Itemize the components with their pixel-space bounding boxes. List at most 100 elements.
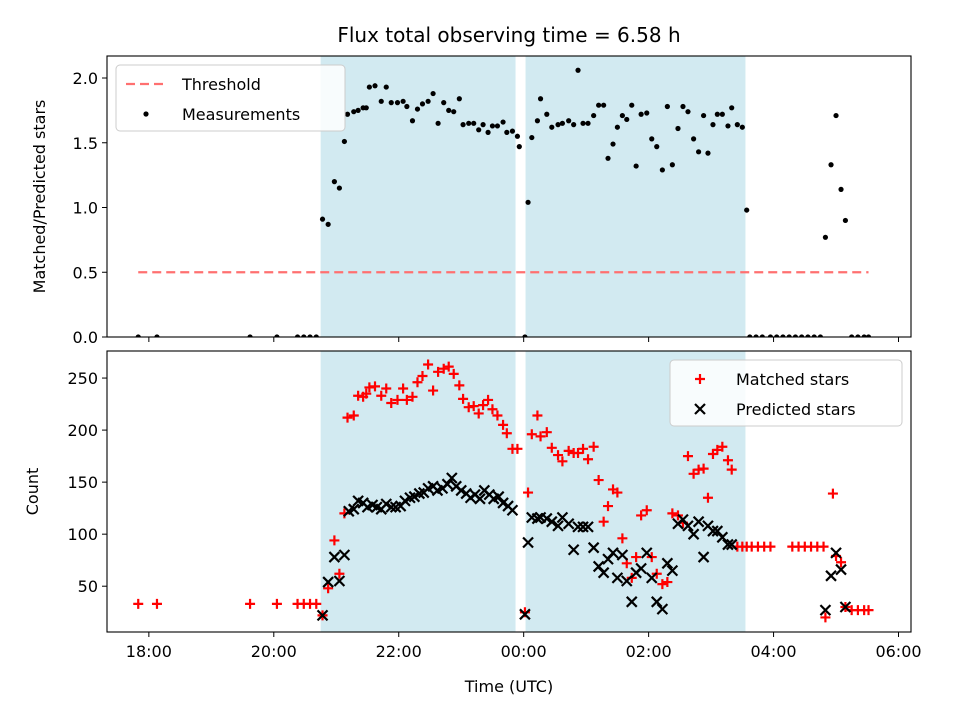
top-measurement-point bbox=[480, 122, 486, 128]
bottom-predicted-star-point bbox=[825, 570, 837, 582]
bottom-matched-star-point bbox=[836, 557, 847, 568]
top-measurement-point bbox=[294, 334, 301, 337]
top-measurement-point bbox=[659, 167, 665, 173]
top-measurement-point bbox=[409, 118, 416, 124]
top-measurement-point bbox=[842, 217, 849, 224]
bottom-x-tick-label: 20:00 bbox=[251, 642, 297, 661]
bottom-matched-star-point bbox=[342, 412, 353, 423]
top-measurement-point bbox=[695, 149, 702, 155]
top-measurement-point bbox=[301, 334, 307, 337]
bottom-predicted-star-point bbox=[587, 541, 600, 554]
bottom-matched-star-point bbox=[546, 442, 557, 453]
bottom-matched-star-point bbox=[458, 393, 469, 404]
bottom-predicted-star-point bbox=[333, 575, 346, 587]
bottom-matched-star-point bbox=[487, 404, 498, 415]
bottom-matched-star-point bbox=[631, 552, 642, 563]
bottom-legend-box bbox=[669, 359, 903, 427]
top-measurement-point bbox=[529, 134, 535, 141]
bottom-matched-star-point bbox=[133, 598, 144, 609]
top-measurement-point bbox=[307, 334, 313, 337]
bottom-predicted-star-point bbox=[492, 490, 505, 503]
top-measurement-point bbox=[654, 144, 660, 150]
top-measurement-point bbox=[605, 155, 611, 161]
top-measurement-point bbox=[534, 118, 541, 124]
bottom-predicted-star-point bbox=[572, 521, 584, 533]
bottom-matched-star-point bbox=[433, 366, 444, 377]
bottom-matched-star-point bbox=[557, 456, 568, 467]
top-measurement-point bbox=[274, 334, 280, 337]
bottom-matched-star-point bbox=[417, 370, 428, 381]
top-measurement-point bbox=[849, 334, 855, 337]
bottom-matched-star-point bbox=[473, 408, 484, 419]
top-plot-area bbox=[135, 67, 872, 337]
bottom-predicted-star-point bbox=[625, 596, 638, 608]
top-measurement-point bbox=[154, 334, 160, 337]
top-measurement-point bbox=[522, 334, 528, 337]
top-y-tick-label: 1.0 bbox=[73, 199, 98, 218]
top-measurement-point bbox=[747, 334, 753, 337]
top-chart: 0.0 0.5 1.0 1.5 2.0 Matched/Predicted stars Th… bbox=[30, 55, 912, 347]
bottom-matched-star-point bbox=[526, 429, 537, 440]
top-measurement-point bbox=[441, 100, 447, 106]
bottom-plot-area bbox=[133, 359, 874, 623]
bottom-chart: 50 100 150 200 250 18:00 20:00 22:00 00:00 02:00 0… bbox=[23, 350, 922, 696]
top-measurement-point bbox=[247, 334, 253, 337]
bottom-matched-star-point bbox=[438, 363, 449, 374]
top-measurement-point bbox=[649, 136, 655, 142]
top-measurement-point bbox=[744, 207, 750, 213]
bottom-predicted-star-point bbox=[562, 517, 575, 530]
bottom-matched-star-point bbox=[483, 394, 494, 405]
top-measurement-point bbox=[430, 90, 436, 97]
bottom-matched-star-point bbox=[532, 410, 543, 421]
top-measurement-point bbox=[691, 136, 697, 142]
top-measurement-point bbox=[591, 112, 597, 119]
top-measurement-point bbox=[833, 112, 839, 119]
bottom-matched-star-point bbox=[563, 445, 574, 456]
top-measurement-point bbox=[799, 334, 805, 337]
bottom-predicted-star-point bbox=[522, 536, 534, 549]
top-measurement-point bbox=[419, 101, 426, 107]
top-measurement-point bbox=[633, 163, 639, 169]
bottom-matched-star-point bbox=[492, 410, 503, 421]
bottom-matched-star-point bbox=[667, 508, 678, 519]
top-measurement-point bbox=[619, 112, 625, 119]
bottom-predicted-star-point bbox=[661, 557, 674, 570]
top-measurement-point bbox=[383, 84, 389, 90]
bottom-predicted-star-point bbox=[474, 493, 486, 505]
top-measurement-point bbox=[714, 111, 720, 117]
top-y-tick-label: 0.5 bbox=[73, 263, 98, 282]
bottom-predicted-star-point bbox=[446, 472, 458, 484]
top-measurement-point bbox=[400, 98, 406, 104]
top-measurement-point bbox=[700, 112, 707, 119]
bottom-predicted-star-point bbox=[707, 525, 719, 537]
top-measurement-point bbox=[331, 179, 337, 185]
bottom-predicted-star-point bbox=[328, 551, 341, 563]
top-measurement-point bbox=[729, 105, 735, 111]
bottom-matched-star-point bbox=[820, 612, 831, 623]
bottom-matched-star-point bbox=[386, 398, 397, 409]
bottom-predicted-star-point bbox=[347, 503, 360, 515]
bottom-predicted-star-point bbox=[839, 601, 852, 613]
top-measurement-point bbox=[351, 109, 357, 115]
top-measurement-point bbox=[614, 124, 620, 130]
top-measurement-point bbox=[644, 110, 650, 116]
bottom-matched-star-point bbox=[636, 510, 647, 521]
bottom-matched-star-point bbox=[501, 428, 512, 439]
top-measurement-point bbox=[388, 100, 394, 106]
bottom-legend-label: Matched stars bbox=[736, 370, 849, 389]
top-measurement-point bbox=[325, 221, 331, 227]
bottom-matched-star-point bbox=[702, 492, 713, 503]
bottom-y-tick-label: 250 bbox=[67, 369, 98, 388]
top-measurement-point bbox=[734, 122, 740, 128]
top-measurement-point bbox=[669, 162, 675, 168]
top-measurement-point bbox=[366, 84, 372, 90]
top-measurement-point bbox=[638, 111, 644, 117]
bottom-legend-label: Predicted stars bbox=[736, 400, 856, 419]
bottom-x-axis-label: Time (UTC) bbox=[464, 677, 553, 696]
top-measurement-point bbox=[509, 128, 516, 134]
top-measurement-point bbox=[861, 334, 867, 337]
bottom-predicted-star-point bbox=[666, 564, 679, 577]
bottom-predicted-star-point bbox=[441, 478, 454, 490]
bottom-matched-star-point bbox=[348, 410, 359, 421]
bottom-predicted-star-point bbox=[506, 504, 519, 517]
